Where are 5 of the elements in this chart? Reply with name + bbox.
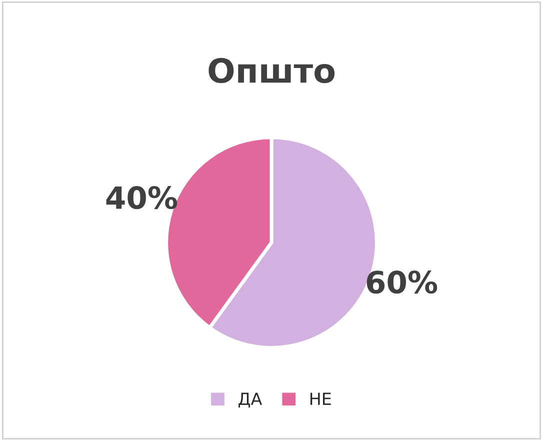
legend-label: ДА [238,392,262,408]
legend-label: НЕ [310,392,331,405]
chart-title: Општо [208,58,335,84]
data-label: 40% [106,186,178,210]
data-label: 60% [366,270,438,294]
